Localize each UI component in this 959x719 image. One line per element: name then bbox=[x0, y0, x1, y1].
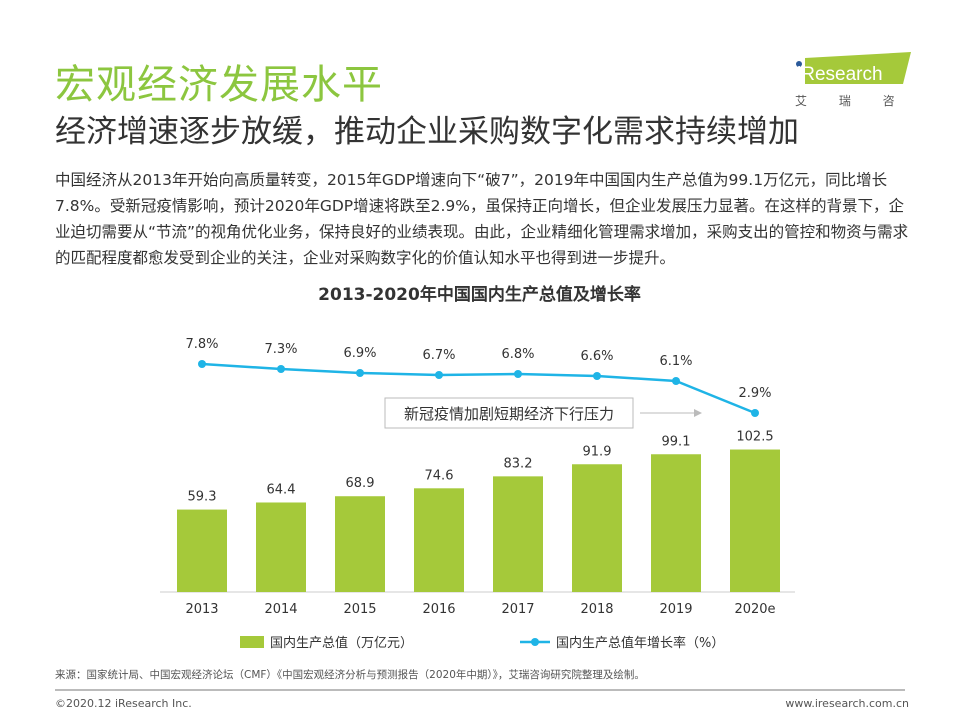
x-tick-2019: 2019 bbox=[659, 602, 692, 617]
chart-title: 2013-2020年中国国内生产总值及增长率 bbox=[318, 285, 641, 305]
footer-divider bbox=[55, 689, 905, 691]
website-link[interactable]: www.iresearch.com.cn bbox=[785, 697, 909, 710]
growth-point-2014 bbox=[277, 365, 285, 373]
annotation-box bbox=[384, 397, 634, 429]
bar-label-2016: 74.6 bbox=[425, 468, 454, 483]
bar-2015 bbox=[335, 496, 385, 592]
bar-2020e bbox=[730, 449, 780, 592]
bar-label-2017: 83.2 bbox=[504, 456, 533, 471]
bar-2016 bbox=[414, 488, 464, 592]
bar-label-2014: 64.4 bbox=[267, 482, 296, 497]
x-tick-2013: 2013 bbox=[185, 602, 218, 617]
growth-label-2015: 6.9% bbox=[343, 346, 376, 361]
growth-point-2019 bbox=[672, 377, 680, 385]
growth-label-2020e: 2.9% bbox=[738, 386, 771, 401]
body-paragraph: 中国经济从2013年开始向高质量转变，2015年GDP增速向下“破7”，2019… bbox=[55, 171, 909, 267]
growth-label-2019: 6.1% bbox=[659, 354, 692, 369]
annotation-text: 新冠疫情加剧短期经济下行压力 bbox=[404, 405, 614, 423]
bar-2018 bbox=[572, 464, 622, 592]
copyright: ©2020.12 iResearch Inc. bbox=[55, 697, 192, 710]
legend-bar-swatch bbox=[240, 635, 264, 648]
bar-label-2018: 91.9 bbox=[583, 444, 612, 459]
growth-label-2018: 6.6% bbox=[580, 349, 613, 364]
growth-label-2014: 7.3% bbox=[264, 342, 297, 357]
legend-bar: 国内生产总值（万亿元） bbox=[240, 632, 413, 651]
logo-text: iResearch bbox=[797, 64, 883, 85]
growth-point-2018 bbox=[593, 372, 601, 380]
x-tick-2014: 2014 bbox=[264, 602, 297, 617]
source-note: 来源：国家统计局、中国宏观经济论坛（CMF）《中国宏观经济分析与预测报告（202… bbox=[55, 669, 645, 681]
growth-label-2016: 6.7% bbox=[422, 348, 455, 363]
bar-label-2013: 59.3 bbox=[188, 490, 217, 505]
x-tick-2015: 2015 bbox=[343, 602, 376, 617]
growth-point-2016 bbox=[435, 371, 443, 379]
bar-2013 bbox=[177, 509, 227, 592]
x-tick-2018: 2018 bbox=[580, 602, 613, 617]
growth-point-2013 bbox=[198, 360, 206, 368]
growth-label-2017: 6.8% bbox=[501, 347, 534, 362]
growth-point-2020e bbox=[751, 409, 759, 417]
legend-line: 国内生产总值年增长率（%） bbox=[520, 632, 724, 651]
x-tick-2020e: 2020e bbox=[734, 602, 775, 617]
growth-point-2017 bbox=[514, 370, 522, 378]
growth-line bbox=[201, 362, 756, 415]
page-title: 宏观经济发展水平 bbox=[55, 62, 383, 108]
bar-label-2019: 99.1 bbox=[662, 434, 691, 449]
bar-label-2020e: 102.5 bbox=[736, 430, 773, 445]
legend-line-swatch bbox=[520, 637, 550, 646]
logo-cn: 艾 瑞 咨 询 bbox=[795, 93, 915, 108]
growth-point-2015 bbox=[356, 369, 364, 377]
bar-2017 bbox=[493, 476, 543, 592]
x-tick-2016: 2016 bbox=[422, 602, 455, 617]
growth-label-2013: 7.8% bbox=[185, 337, 218, 352]
bar-2019 bbox=[651, 454, 701, 592]
x-tick-2017: 2017 bbox=[501, 602, 534, 617]
page-subtitle: 经济增速逐步放缓，推动企业采购数字化需求持续增加 bbox=[55, 114, 799, 150]
bar-label-2015: 68.9 bbox=[346, 476, 375, 491]
bar-2014 bbox=[256, 502, 306, 592]
iresearch-logo: iResearch 艾 瑞 咨 询 bbox=[793, 50, 938, 110]
